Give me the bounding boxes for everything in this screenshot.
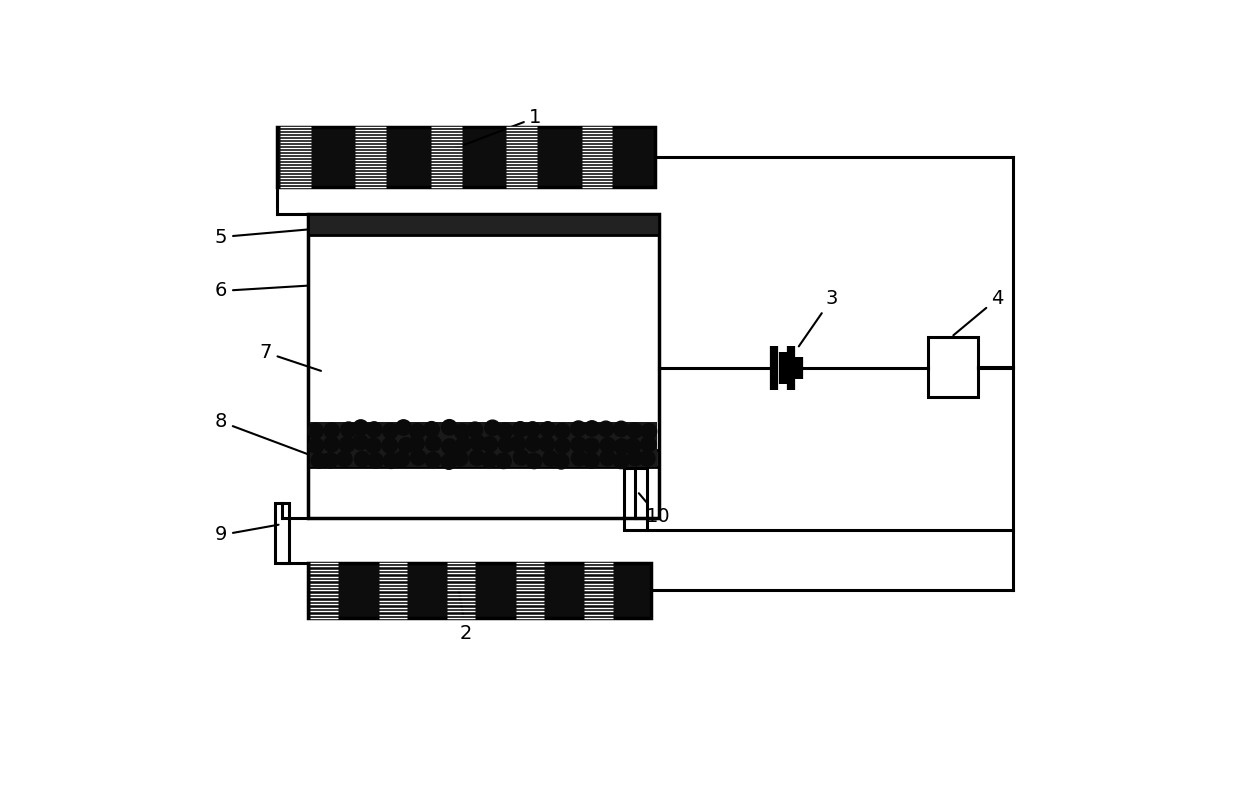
Circle shape — [584, 453, 599, 468]
Circle shape — [614, 439, 630, 454]
Circle shape — [455, 424, 470, 439]
Circle shape — [470, 435, 486, 451]
Circle shape — [600, 450, 615, 466]
Circle shape — [355, 452, 370, 467]
Bar — [309, 450, 658, 467]
Circle shape — [496, 453, 511, 469]
Circle shape — [353, 420, 368, 435]
Circle shape — [409, 436, 424, 452]
Bar — [928, 337, 978, 397]
Text: 2: 2 — [459, 590, 472, 643]
Circle shape — [600, 437, 615, 453]
Circle shape — [352, 434, 368, 450]
Circle shape — [640, 451, 655, 466]
Circle shape — [366, 438, 381, 453]
Circle shape — [627, 423, 642, 438]
Circle shape — [497, 423, 513, 438]
Circle shape — [526, 436, 541, 452]
Circle shape — [510, 436, 526, 452]
Circle shape — [341, 422, 356, 437]
Bar — [275, 503, 289, 563]
Bar — [310, 422, 657, 467]
Circle shape — [394, 452, 409, 466]
Circle shape — [641, 437, 656, 452]
Circle shape — [614, 422, 629, 437]
Text: 9: 9 — [215, 525, 279, 545]
Circle shape — [336, 452, 352, 466]
Circle shape — [584, 438, 599, 454]
Text: 5: 5 — [215, 228, 308, 247]
Circle shape — [441, 439, 458, 454]
Bar — [309, 214, 658, 236]
Circle shape — [584, 421, 600, 437]
Circle shape — [554, 423, 570, 439]
Text: 10: 10 — [639, 493, 671, 526]
Circle shape — [409, 424, 425, 439]
Circle shape — [453, 451, 467, 466]
Circle shape — [481, 452, 497, 467]
Circle shape — [641, 424, 657, 439]
Circle shape — [526, 453, 542, 469]
Circle shape — [512, 422, 528, 437]
Circle shape — [539, 437, 554, 452]
Circle shape — [554, 438, 570, 454]
Circle shape — [340, 437, 355, 452]
Circle shape — [424, 422, 439, 437]
Circle shape — [570, 421, 587, 437]
Circle shape — [382, 437, 398, 453]
Circle shape — [324, 437, 340, 452]
Circle shape — [425, 436, 441, 451]
Text: 3: 3 — [799, 289, 838, 347]
Circle shape — [513, 450, 528, 465]
Circle shape — [425, 452, 440, 468]
Circle shape — [469, 450, 485, 466]
Circle shape — [598, 421, 614, 437]
Circle shape — [614, 453, 629, 469]
Circle shape — [383, 423, 398, 439]
Circle shape — [441, 454, 456, 470]
Circle shape — [553, 454, 569, 469]
Circle shape — [570, 437, 587, 452]
Circle shape — [309, 438, 324, 453]
Circle shape — [383, 453, 399, 468]
Circle shape — [410, 450, 427, 465]
Bar — [309, 214, 658, 518]
Bar — [309, 563, 651, 618]
Circle shape — [324, 423, 340, 438]
Circle shape — [441, 420, 458, 435]
Circle shape — [572, 451, 587, 466]
Circle shape — [467, 422, 482, 437]
Circle shape — [543, 451, 558, 466]
Circle shape — [322, 452, 339, 468]
Circle shape — [627, 450, 642, 466]
Text: 6: 6 — [215, 281, 308, 300]
Circle shape — [455, 437, 471, 452]
Bar — [278, 127, 655, 187]
Circle shape — [308, 423, 324, 438]
Circle shape — [368, 453, 383, 468]
Text: 7: 7 — [259, 343, 321, 371]
Circle shape — [485, 420, 500, 436]
Circle shape — [311, 453, 326, 468]
Circle shape — [525, 422, 541, 437]
Circle shape — [398, 437, 414, 453]
Text: 8: 8 — [215, 412, 308, 454]
Text: 1: 1 — [454, 108, 542, 149]
Circle shape — [396, 420, 412, 435]
Text: 4: 4 — [954, 289, 1003, 336]
Bar — [624, 468, 647, 530]
Circle shape — [482, 437, 497, 452]
Circle shape — [367, 422, 382, 437]
Circle shape — [625, 439, 641, 454]
Circle shape — [498, 437, 513, 452]
Circle shape — [541, 422, 556, 437]
